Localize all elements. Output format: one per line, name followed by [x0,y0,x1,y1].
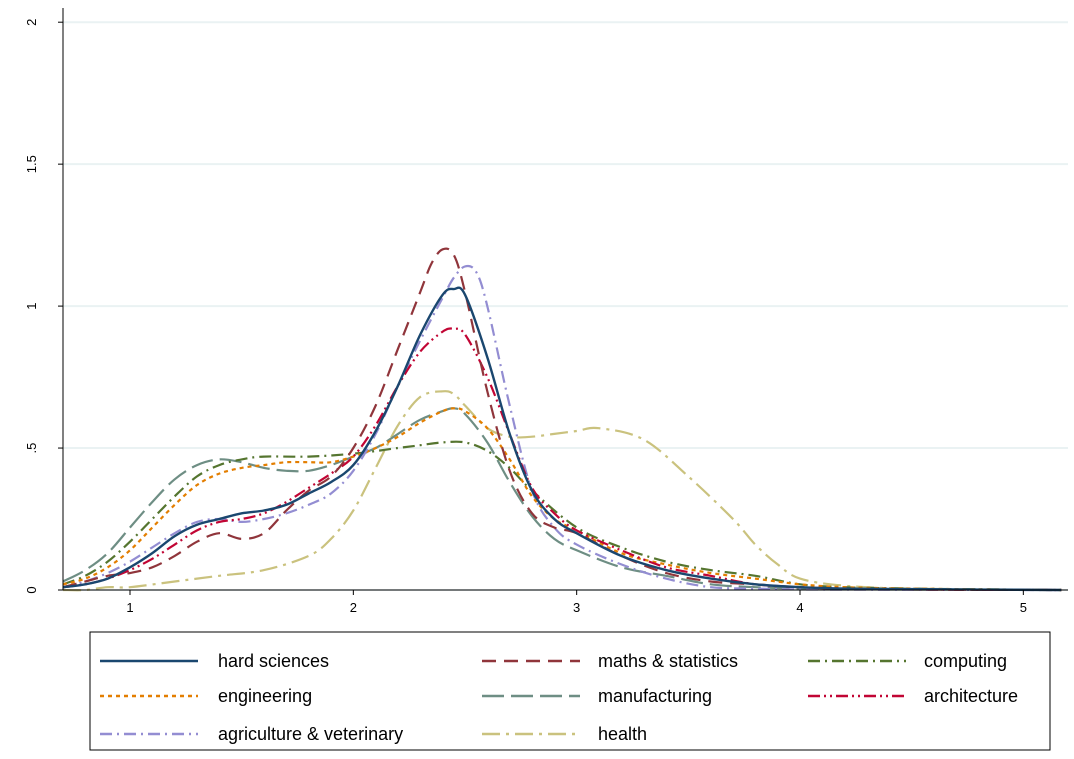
legend-label: computing [924,651,1007,671]
y-tick-label: 2 [24,19,39,26]
x-tick-label: 1 [126,600,133,615]
legend-label: architecture [924,686,1018,706]
legend-label: hard sciences [218,651,329,671]
y-tick-label: 1.5 [24,155,39,173]
series-line-engineering [62,407,1062,592]
series-line-architecture [62,327,1062,592]
y-tick-label: 1 [24,302,39,309]
series-line-manufacturing [62,407,1062,592]
series-line-hard-sciences [62,286,1062,592]
legend-label: maths & statistics [598,651,738,671]
series-line-agriculture-veterinary [62,264,1062,592]
series-line-health [62,390,1062,592]
axes: 0 .5 1 1.5 2 1 2 3 4 5 [24,8,1068,615]
x-tick-label: 3 [573,600,580,615]
legend-label: manufacturing [598,686,712,706]
legend-label: engineering [218,686,312,706]
x-tick-label: 5 [1020,600,1027,615]
series-lines [62,247,1062,592]
y-tick-label: .5 [24,443,39,454]
x-tick-label: 4 [796,600,803,615]
x-tick-label: 2 [350,600,357,615]
legend-label: agriculture & veterinary [218,724,403,744]
series-line-maths-statistics [62,247,1062,592]
legend-label: health [598,724,647,744]
legend-box [89,631,1051,751]
legend: hard sciences maths & statistics computing… [89,631,1051,751]
y-tick-label: 0 [24,586,39,593]
series-line-computing [62,440,1062,592]
